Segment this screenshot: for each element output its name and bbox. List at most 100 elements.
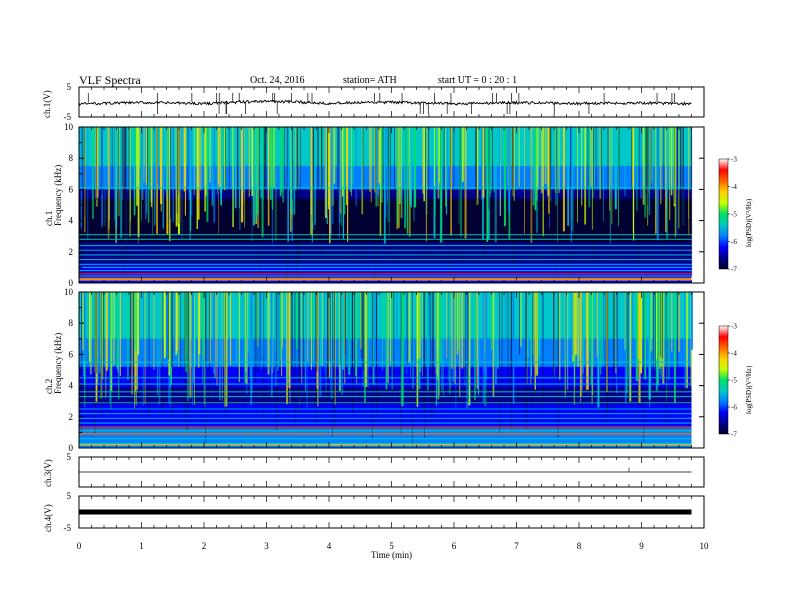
ch2-dark-streak [209,292,210,402]
ch1-streak [220,127,223,206]
ch2-dark-streak [298,292,300,413]
ch2-streak [277,292,279,371]
ch1-streak [397,127,400,228]
ch2-dark-streak [616,292,618,385]
ch1-streak [660,127,662,205]
ch2-streak [271,292,273,397]
ch2-dark-streak [292,292,293,400]
ch2-dark-streak [553,292,554,381]
ch2-ytick-label: 4 [69,381,74,391]
ch1-streak [547,127,549,197]
ch2-streak [321,292,323,367]
ch2-streak [238,292,240,382]
ch2-streak [142,292,144,406]
ch1-dark-streak [317,127,319,248]
ch1-dark-streak [484,127,486,262]
ch2-dark-streak [171,292,173,368]
ch2-ytick-label: 8 [69,318,74,328]
ch2-dark-streak [129,292,131,384]
ch2-streak [375,292,377,353]
ch1-streak [678,127,680,229]
ch1-streak [530,127,533,244]
ch2-streak [372,292,375,385]
ch1-streak [482,127,485,198]
ch2-dark-streak [299,292,300,397]
ch2-dark-streak [542,292,544,414]
ch2-streak [391,292,394,390]
ch1-dark-streak [317,127,319,205]
ch1-dark-streak [170,127,171,219]
ch1-streak [200,127,202,191]
ch2-dark-streak [256,292,258,372]
ch1-dark-streak [647,127,649,247]
ch2-streak [662,292,665,384]
ch2-streak [396,292,398,349]
ch2-streak [110,292,112,409]
ch1-layer-1 [79,242,692,265]
ch2-streak [579,292,580,360]
ch2-streak [116,292,119,370]
ch2-streak [520,292,522,348]
ch2-streak [163,292,166,359]
ch1-streak [84,127,86,233]
ch1-streak [500,127,501,216]
ch1-dark-streak [313,127,314,242]
ch1-streak [190,127,193,216]
ch2-streak [301,292,303,384]
ch1-streak [338,127,341,196]
ch2-streak [135,292,138,353]
ch2-streak [649,292,651,407]
ch1-streak [544,127,547,184]
ch1-streak [279,127,282,197]
ch1-streak [425,127,428,242]
ch1-streak [464,127,466,239]
ch2-dark-streak [161,292,163,412]
ch1-dark-streak [550,127,552,230]
ch1-streak [361,127,364,215]
ch1-dark-streak [646,127,648,206]
ch1-dark-streak [296,127,298,282]
ch2-dark-streak [507,292,509,387]
ch2-dark-streak [423,292,425,413]
ch1-streak [175,127,178,227]
ch1-dark-streak [663,127,665,252]
ch2-streak [468,292,470,402]
ch1-streak [108,127,110,229]
ch2-dark-streak [677,292,678,376]
ch2-dark-streak [276,292,278,431]
ch2-dark-streak [557,292,559,439]
ch2-colorbar-tick-label: -5 [731,377,737,385]
x-tick-label: 2 [202,541,207,551]
ch2-streak [97,292,99,385]
ch2-streak [583,292,585,364]
ch2-dark-streak [643,292,645,443]
ch2-streak [491,292,493,350]
ch2-streak [579,292,582,397]
ch2-streak [666,292,668,402]
ch2-streak [178,292,180,367]
ch2-ytick-label: 2 [69,412,74,422]
x-tick-label: 7 [514,541,519,551]
ch2-dark-streak [103,292,104,379]
ch2-streak [89,292,91,362]
ch2-streak [262,292,264,356]
ch1-streak [379,127,382,237]
ch2-streak [631,292,634,355]
ch1-streak [352,127,354,186]
ch1-frequency-ylabel: Frequency (kHz) [53,164,63,226]
ch2-streak [89,292,92,375]
ch1-streak [295,127,297,191]
ch1-streak [434,127,436,216]
ch1-streak [540,127,543,194]
ch2-streak [455,292,457,408]
x-tick-label: 0 [77,541,82,551]
ch2-streak [526,292,529,358]
ch2-streak [275,292,278,387]
ch2-colorbar-tick-label: -6 [731,404,737,412]
ch2-streak [405,292,408,374]
ch2-colorbar-label: log(PSD)(V²/Hz) [745,365,753,414]
ch1-streak [184,127,187,216]
ch2-dark-streak [205,292,207,445]
ch1-streak [655,127,657,215]
ch2-streak [435,292,438,406]
